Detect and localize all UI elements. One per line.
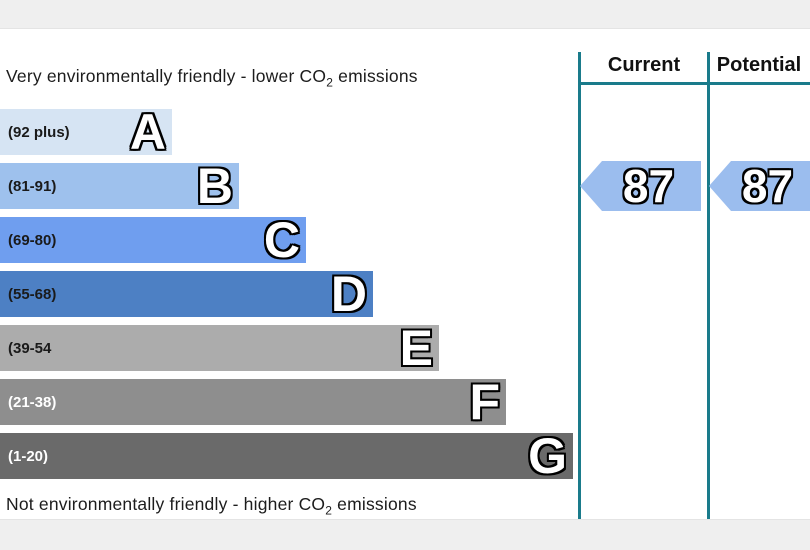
current-rating-value: 87 (622, 160, 675, 212)
band-letter: B (196, 158, 233, 214)
bands-container: (92 plus) A (81-91) B (69-80) C (55-68) … (0, 104, 573, 487)
band-row: (81-91) B (0, 158, 239, 214)
current-rating-arrow: 87 (580, 161, 701, 211)
band-row: (69-80) C (0, 212, 306, 268)
band-row: (39-54 E (0, 320, 439, 376)
bottom-axis-suffix: emissions (332, 494, 417, 514)
band-range-label: (69-80) (8, 231, 57, 249)
band-range-label: (39-54 (8, 339, 52, 357)
bottom-axis-text: Not environmentally friendly - higher CO (6, 494, 326, 514)
potential-rating-value: 87 (741, 160, 794, 212)
top-axis-suffix: emissions (333, 66, 418, 86)
band-row: (92 plus) A (0, 104, 172, 160)
potential-rating-arrow: 87 (709, 161, 810, 211)
potential-column-header: Potential (716, 54, 802, 76)
bottom-axis-label: Not environmentally friendly - higher CO… (6, 494, 417, 518)
band-range-label: (81-91) (8, 177, 57, 195)
top-axis-text: Very environmentally friendly - lower CO (6, 66, 327, 86)
band-letter: E (399, 320, 433, 376)
top-axis-label: Very environmentally friendly - lower CO… (6, 66, 418, 90)
current-column-header: Current (607, 54, 681, 76)
band-letter: A (129, 104, 166, 160)
band-row: (55-68) D (0, 266, 373, 322)
band-letter: D (330, 266, 367, 322)
band-row: (21-38) F (0, 374, 506, 430)
current-column-left-rule (578, 52, 581, 519)
bottom-strip (0, 519, 810, 550)
band-range-label: (55-68) (8, 285, 57, 303)
band-letter: G (528, 428, 567, 484)
top-strip (0, 0, 810, 29)
band-row: (1-20) G (0, 428, 573, 484)
band-letter: F (469, 374, 500, 430)
column-header-underline (578, 82, 810, 85)
band-range-label: (92 plus) (8, 123, 70, 141)
band-range-label: (21-38) (8, 393, 57, 411)
band-letter: C (263, 212, 300, 268)
co2-subscript: 2 (326, 75, 334, 90)
band-range-label: (1-20) (8, 447, 49, 465)
potential-column-left-rule (707, 52, 710, 519)
co2-subscript: 2 (325, 503, 333, 518)
